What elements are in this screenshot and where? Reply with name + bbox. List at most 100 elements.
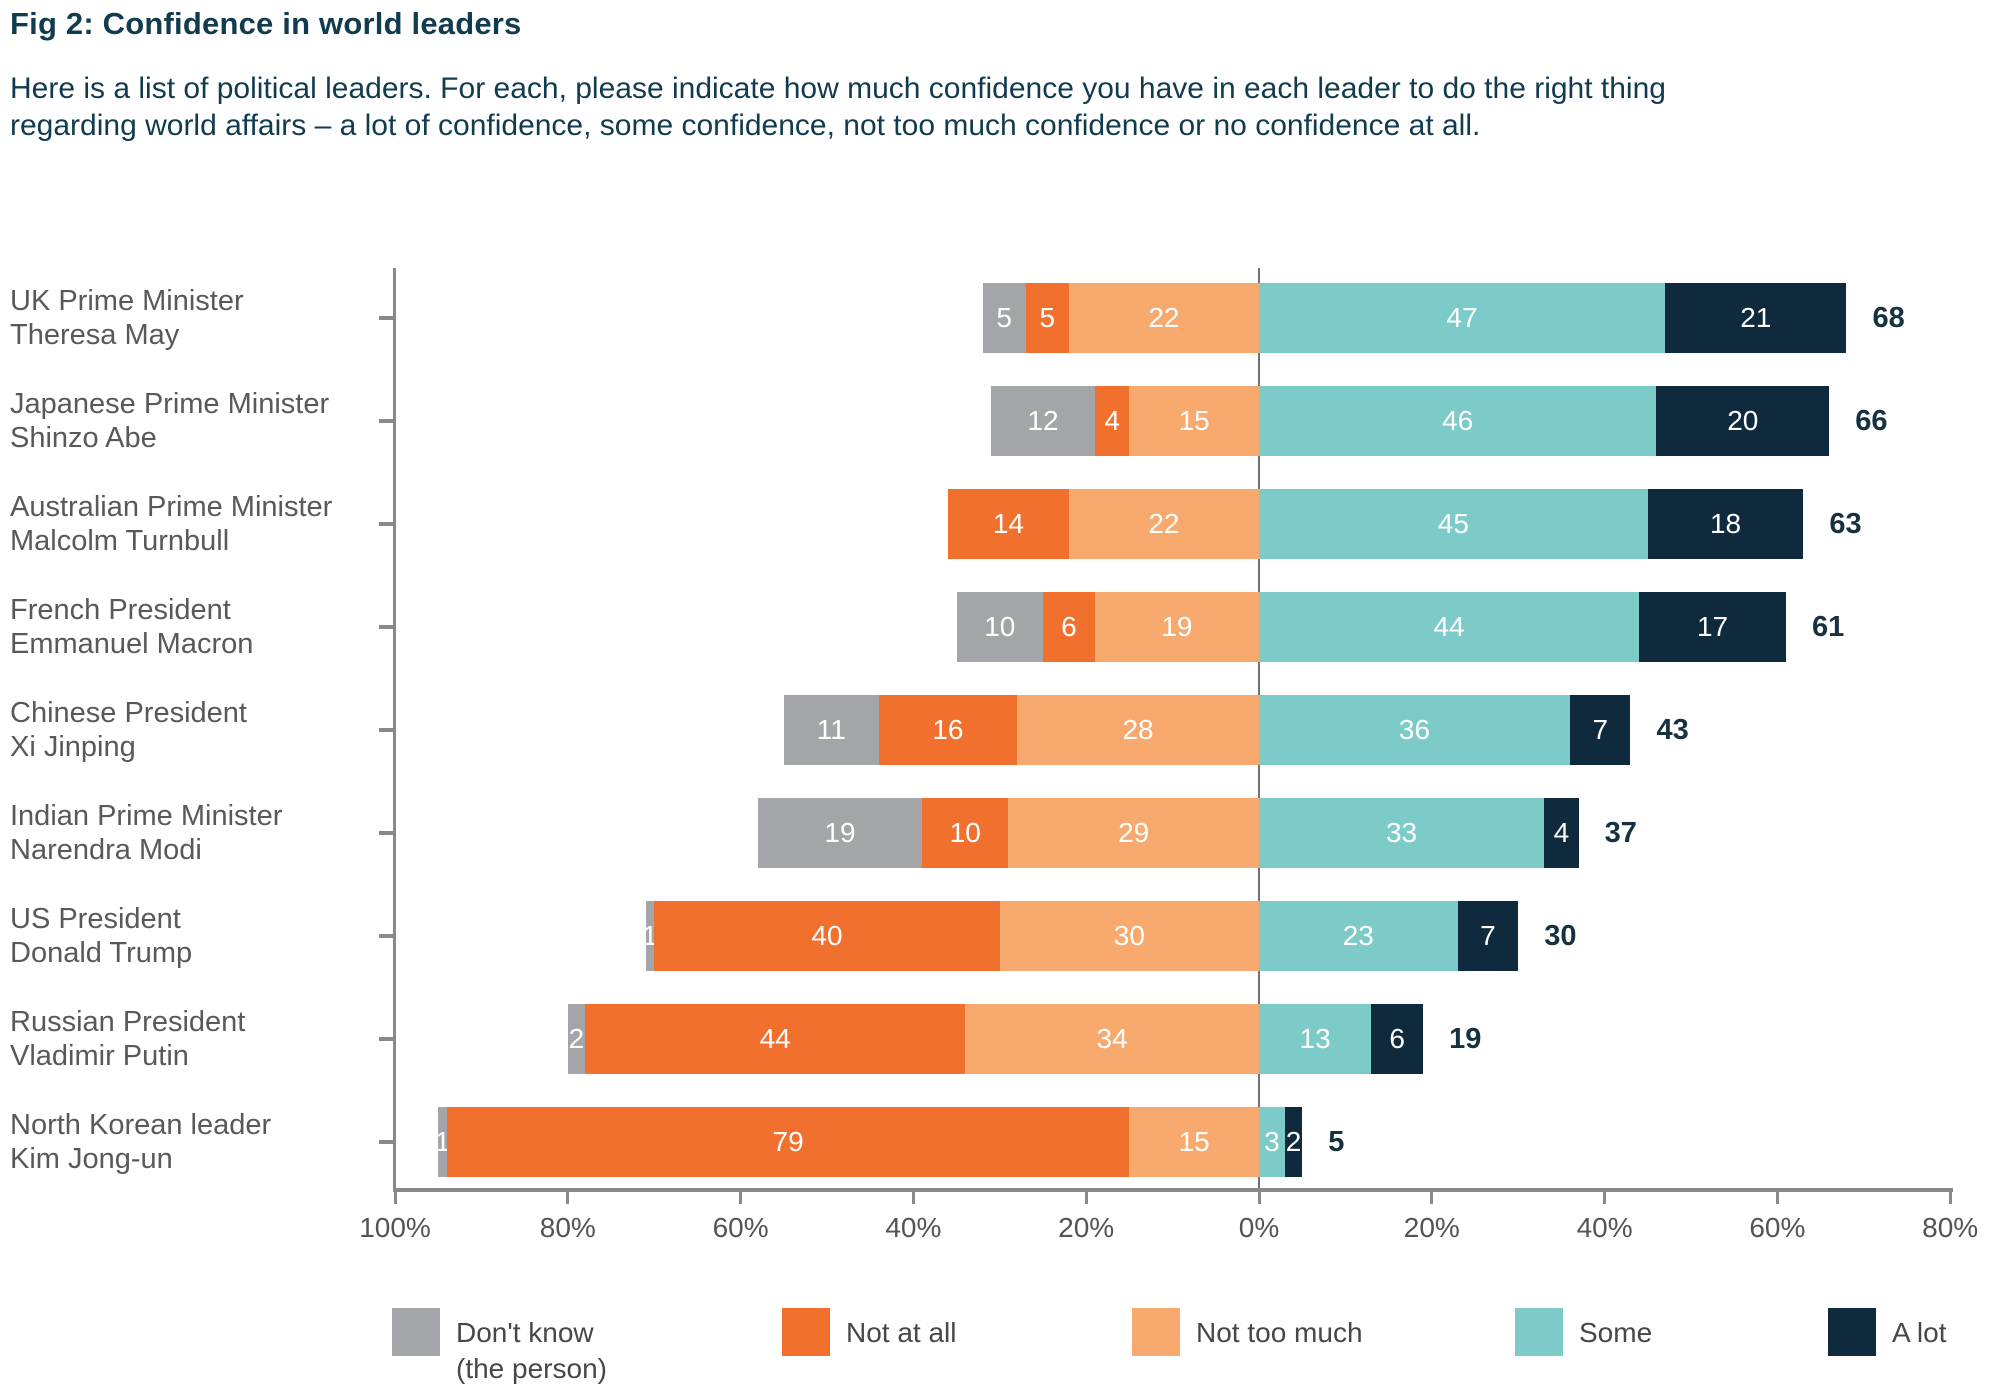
category-label-line: Emmanuel Macron (10, 628, 254, 660)
bar-segment-a-lot: 17 (1639, 592, 1786, 662)
segment-value-label: 22 (1148, 302, 1180, 333)
legend-label: Not too much (1196, 1317, 1363, 1348)
bar-segment-not-at-all: 4 (1094, 386, 1130, 456)
category-label-line: Malcolm Turnbull (10, 525, 230, 557)
category-label-line: Russian President (10, 1006, 246, 1038)
x-axis-tick-label: 60% (712, 1212, 769, 1243)
total-label: 66 (1855, 405, 1888, 437)
category-label: UK Prime Minister Theresa May (10, 284, 385, 352)
segment-value-label: 45 (1437, 508, 1469, 539)
bar-segment-a-lot: 6 (1371, 1004, 1424, 1074)
x-axis-tick (1430, 1192, 1434, 1204)
row-tick (379, 625, 393, 629)
bar-segment-a-lot: 20 (1656, 386, 1830, 456)
bar-segment-don-t-know-the-person: 11 (783, 695, 879, 765)
bar-segment-some: 47 (1258, 283, 1666, 353)
segment-value-label: 34 (1096, 1023, 1128, 1054)
bar-segment-a-lot: 18 (1647, 489, 1804, 559)
legend-label: Don't know (456, 1317, 594, 1348)
category-label-line: French President (10, 594, 231, 626)
row-tick (379, 728, 393, 732)
bar-segment-some: 36 (1258, 695, 1570, 765)
figure-subtitle: Here is a list of political leaders. For… (10, 72, 1666, 142)
x-axis-tick (1948, 1192, 1952, 1204)
category-label-line: Shinzo Abe (10, 422, 157, 454)
x-axis-tick-label: 100% (359, 1212, 431, 1243)
row-tick (379, 316, 393, 320)
bar-segment-some: 3 (1258, 1107, 1285, 1177)
segment-value-label: 15 (1178, 405, 1210, 436)
legend-label: A lot (1892, 1317, 1947, 1348)
bar-segment-not-at-all: 44 (585, 1004, 966, 1074)
bar-row: 14 22 45 18 (947, 489, 1804, 559)
category-label: US President Donald Trump (10, 902, 385, 970)
bar-row: 12 4 15 46 20 (991, 386, 1830, 456)
segment-value-label: 44 (1433, 611, 1465, 642)
segment-value-label: 33 (1385, 817, 1418, 848)
category-label: Indian Prime Minister Narendra Modi (10, 799, 385, 867)
segment-value-label: 10 (984, 611, 1016, 642)
bar-segment-don-t-know-the-person: 5 (982, 283, 1026, 353)
category-label-line: Chinese President (10, 697, 247, 729)
bar-segment-not-too-much: 22 (1068, 489, 1259, 559)
segment-value-label: 22 (1148, 508, 1180, 539)
total-label: 37 (1604, 817, 1637, 849)
segment-value-label: 19 (1161, 611, 1193, 642)
segment-value-label: 12 (1027, 405, 1059, 436)
segment-value-label: 79 (772, 1126, 804, 1157)
category-label-line: Indian Prime Minister (10, 800, 283, 832)
segment-value-label: 5 (996, 302, 1012, 333)
bar-segment-not-at-all: 10 (922, 798, 1009, 868)
bar-row: 19 10 29 33 4 (757, 798, 1579, 868)
category-label: Chinese President Xi Jinping (10, 696, 385, 764)
x-axis-line (393, 1188, 1953, 1192)
bar-segment-some: 45 (1258, 489, 1648, 559)
total-label: 68 (1872, 302, 1905, 334)
bar-segment-not-too-much: 22 (1068, 283, 1259, 353)
bar-segment-not-too-much: 15 (1129, 1107, 1259, 1177)
bar-segment-not-at-all: 5 (1025, 283, 1069, 353)
segment-value-label: 16 (932, 714, 964, 745)
bar-segment-some: 46 (1258, 386, 1657, 456)
segment-value-label: 19 (824, 817, 856, 848)
bar-segment-a-lot: 7 (1457, 901, 1519, 971)
legend-label: Not at all (846, 1317, 957, 1348)
x-axis-tick (1775, 1192, 1779, 1204)
bar-segment-not-too-much: 29 (1008, 798, 1259, 868)
bar-segment-not-at-all: 14 (947, 489, 1069, 559)
category-label-line: Xi Jinping (10, 731, 136, 763)
segment-value-label: 15 (1178, 1126, 1210, 1157)
segment-value-label: 20 (1727, 405, 1759, 436)
legend-swatch (1515, 1308, 1563, 1356)
bar-segment-some: 44 (1258, 592, 1640, 662)
segment-value-label: 13 (1299, 1023, 1331, 1054)
x-axis-tick-label: 40% (1576, 1212, 1633, 1243)
row-tick (379, 419, 393, 423)
bar-segment-not-too-much: 34 (965, 1004, 1259, 1074)
bar-segment-not-at-all: 79 (446, 1107, 1130, 1177)
bar-row: 5 5 22 47 21 (982, 283, 1847, 353)
bar-row: 2 44 34 13 6 (567, 1004, 1424, 1074)
segment-value-label: 28 (1122, 714, 1154, 745)
segment-value-label: 2 (1285, 1126, 1302, 1157)
segment-value-label: 5 (1039, 302, 1056, 333)
segment-value-label: 23 (1342, 920, 1374, 951)
segment-value-label: 46 (1442, 405, 1474, 436)
segment-value-label: 29 (1118, 817, 1150, 848)
bar-segment-a-lot: 4 (1544, 798, 1579, 868)
segment-value-label: 11 (816, 714, 846, 745)
bar-segment-not-at-all: 6 (1042, 592, 1095, 662)
total-label: 19 (1449, 1023, 1482, 1055)
bar-segment-don-t-know-the-person: 12 (991, 386, 1095, 456)
bar-segment-some: 33 (1258, 798, 1545, 868)
row-tick (379, 522, 393, 526)
figure-title: Fig 2: Confidence in world leaders (10, 6, 522, 41)
total-label: 30 (1544, 920, 1577, 952)
x-axis-tick-label: 0% (1238, 1212, 1280, 1243)
segment-value-label: 7 (1480, 920, 1496, 951)
segment-value-label: 30 (1113, 920, 1145, 951)
category-label: Russian President Vladimir Putin (10, 1005, 385, 1073)
segment-value-label: 4 (1104, 405, 1120, 436)
